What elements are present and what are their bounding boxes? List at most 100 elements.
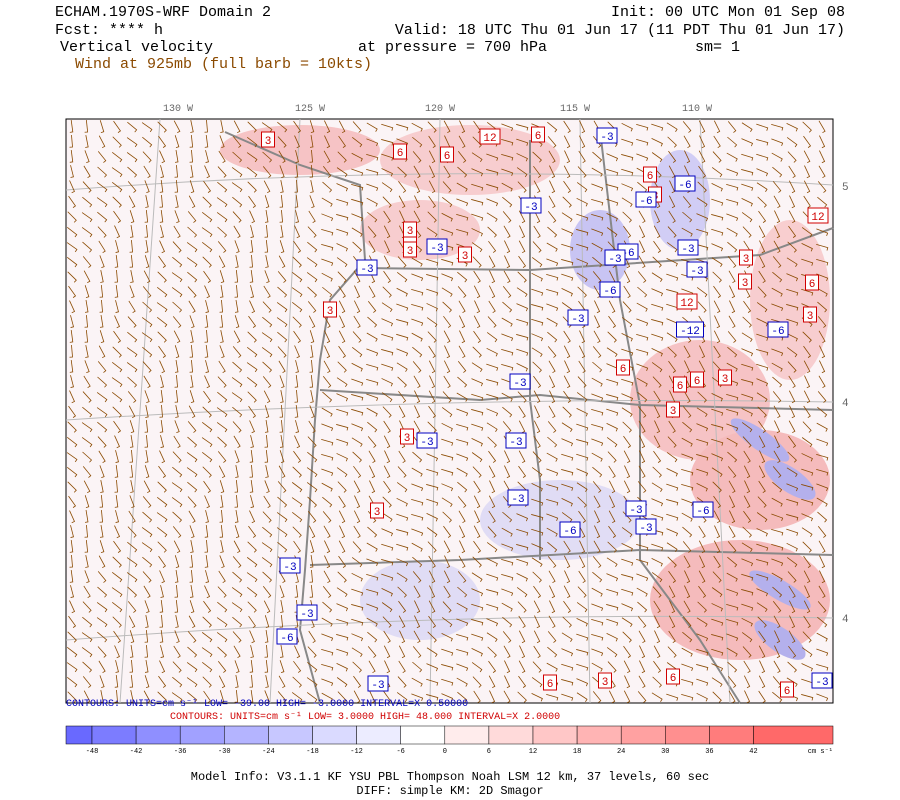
wind-barb <box>156 287 168 298</box>
wind-barb <box>638 210 646 224</box>
wind-barb <box>771 543 784 551</box>
wind-barb <box>576 468 589 477</box>
wind-barb <box>651 272 663 282</box>
wind-barb <box>443 360 451 374</box>
wind-barb <box>232 196 243 208</box>
wind-barb <box>668 360 677 373</box>
longitude-label: 125 W <box>295 104 325 115</box>
contour-label-box <box>520 197 542 214</box>
wind-barb <box>788 210 796 224</box>
wind-barb <box>366 589 379 596</box>
wind-barb <box>98 660 106 674</box>
wind-barb <box>175 615 179 628</box>
wind-barb <box>789 195 796 209</box>
wind-barb <box>486 169 499 176</box>
wind-barb <box>429 165 436 179</box>
wind-barb <box>698 570 706 584</box>
wind-barb <box>818 585 826 599</box>
wind-barb <box>636 587 648 597</box>
colorbar-tick-label: -36 <box>174 748 187 756</box>
wind-barb <box>803 555 812 568</box>
wind-barb <box>428 135 436 148</box>
wind-barb <box>474 300 481 314</box>
wind-barb <box>398 405 406 419</box>
wind-barb <box>713 120 721 134</box>
colorbar-cell <box>709 725 754 745</box>
wind-barb <box>99 330 105 344</box>
wind-barb <box>295 570 299 583</box>
wind-barb <box>204 134 209 148</box>
wind-barb <box>174 599 179 613</box>
colorbar: -48 -42 -36 -30 -24 -18 -12 -6 0 6 12 18 24 30 36 42 cm … <box>65 725 834 756</box>
wind-barb <box>411 257 423 267</box>
wind-barb <box>457 496 467 508</box>
wind-barb <box>561 228 574 237</box>
wind-barb <box>651 288 664 297</box>
wind-barb <box>518 420 526 434</box>
contour-label-box <box>676 321 704 338</box>
contour-label-box <box>543 674 557 691</box>
wind-barb <box>561 422 573 432</box>
wind-barb <box>473 315 481 329</box>
wind-barb <box>638 465 646 479</box>
contour-label-box <box>416 432 438 449</box>
wind-barb <box>366 169 379 176</box>
wind-barb <box>351 347 363 358</box>
wind-barb <box>666 542 678 552</box>
wind-barb <box>518 450 526 464</box>
wind-barb <box>82 466 92 478</box>
wind-barb <box>621 317 633 328</box>
wind-barb <box>426 303 438 312</box>
wind-barb <box>261 557 273 568</box>
wind-barb <box>156 302 168 313</box>
wind-barb <box>383 480 392 493</box>
wind-barb <box>426 227 438 238</box>
wind-barb <box>127 121 138 133</box>
wind-barb <box>801 647 813 658</box>
wind-barb <box>231 587 243 598</box>
wind-barb <box>727 451 738 463</box>
wind-barb <box>428 600 436 614</box>
wind-barb <box>384 450 391 464</box>
wind-barb <box>576 482 588 492</box>
colorbar-cell <box>312 725 357 745</box>
wind-barb <box>713 510 721 524</box>
wind-barb <box>217 586 227 598</box>
wind-barb <box>727 331 737 343</box>
wind-barb <box>366 138 379 147</box>
wind-barb <box>83 270 91 284</box>
wind-barb <box>563 135 571 149</box>
wind-barb <box>486 198 499 207</box>
wind-barb <box>381 168 393 177</box>
wind-barb <box>351 184 364 191</box>
wind-barb <box>219 135 225 149</box>
wind-barb <box>157 541 167 553</box>
wind-barb <box>501 168 514 176</box>
wind-barb <box>516 513 529 522</box>
wind-barb <box>321 482 333 492</box>
wind-barb <box>428 405 437 418</box>
wind-barb <box>621 588 634 596</box>
wind-barb <box>336 243 348 252</box>
wind-barb <box>576 618 588 627</box>
wind-barb <box>801 527 813 538</box>
wind-barb <box>726 423 739 432</box>
wind-barb <box>291 272 303 283</box>
wind-barb <box>758 465 766 479</box>
wind-barb <box>336 167 348 178</box>
wind-barb <box>471 603 484 611</box>
title: ECHAM.1970S-WRF Domain 2 <box>55 4 271 21</box>
wind-barb <box>82 241 93 253</box>
wind-barb <box>383 255 391 269</box>
wind-barb <box>232 151 243 163</box>
wind-barb <box>291 692 303 703</box>
wind-barb <box>711 648 724 656</box>
wind-barb <box>306 677 318 688</box>
wind-barb <box>173 435 181 449</box>
contour-label: -3 <box>511 494 524 506</box>
wind-barb <box>636 363 649 372</box>
wind-barb <box>637 271 647 283</box>
wind-barb <box>351 362 363 372</box>
wind-barb <box>654 210 661 224</box>
wind-barb <box>159 404 163 418</box>
